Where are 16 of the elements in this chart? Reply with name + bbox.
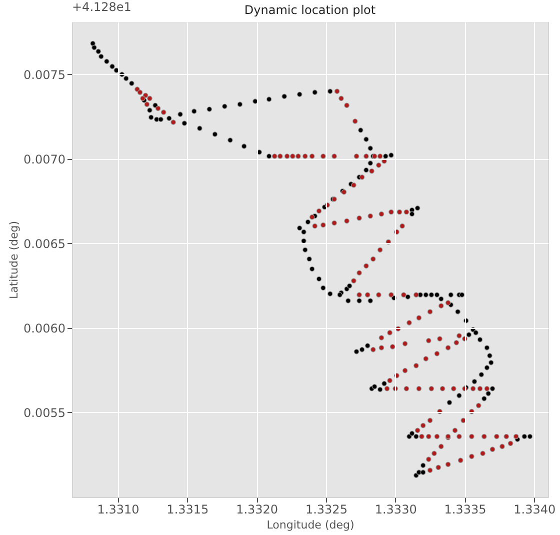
- y-tick-label: 0.0060: [24, 321, 66, 336]
- x-tick-label: 1.3335: [444, 502, 486, 516]
- x-tick-label: 1.3340: [514, 502, 556, 516]
- chart-title: Dynamic location plot: [244, 3, 376, 17]
- x-axis-title: Longitude (deg): [266, 518, 354, 532]
- text: +4.128e1: [72, 0, 132, 14]
- y-axis-title: Latitude (deg): [8, 220, 21, 300]
- x-tick-label: 1.3325: [305, 502, 348, 516]
- y-tick-label: 0.0055: [24, 406, 66, 420]
- y-tick-label: 0.0065: [24, 236, 66, 251]
- x-tick-label: 1.3330: [374, 502, 417, 516]
- x-tick-label: 1.3310: [97, 502, 140, 516]
- x-tick-label: 1.3320: [236, 502, 278, 516]
- y-tick-label: 0.0075: [24, 68, 66, 82]
- y-tick-label: 0.0070: [24, 152, 66, 166]
- x-tick-label: 1.3315: [166, 502, 209, 516]
